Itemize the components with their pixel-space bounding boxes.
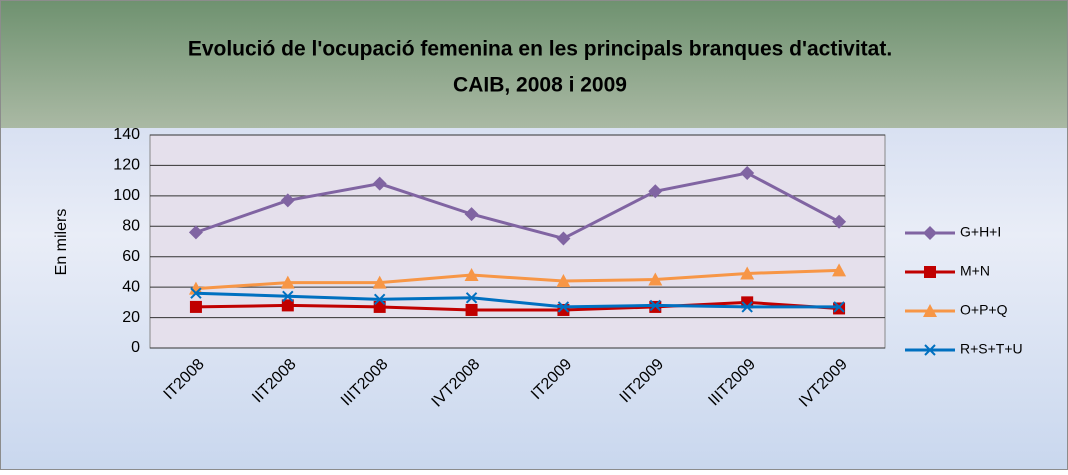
legend-label: O+P+Q [960, 302, 1008, 318]
data-point [188, 225, 203, 240]
legend-marker [924, 344, 936, 356]
chart-title: Evolució de l'ocupació femenina en les p… [188, 38, 892, 61]
data-point [465, 303, 478, 316]
data-point [189, 300, 202, 313]
y-tick-label: 80 [122, 218, 140, 235]
data-point [280, 275, 295, 289]
title-band [1, 1, 1067, 128]
data-point [648, 272, 663, 286]
legend-label: R+S+T+U [960, 341, 1023, 357]
series-line [195, 171, 840, 241]
data-point [464, 207, 479, 222]
y-tick-label: 100 [113, 187, 140, 204]
data-point [373, 293, 386, 306]
series-line [195, 268, 840, 291]
data-point [465, 292, 478, 304]
y-tick-label: 60 [122, 248, 140, 265]
data-point [372, 275, 387, 289]
y-tick-label: 0 [131, 339, 140, 356]
series-line [195, 291, 840, 309]
data-point [833, 301, 845, 313]
legend-label: G+H+I [960, 224, 1001, 240]
legend-marker [923, 304, 937, 317]
data-point [740, 266, 755, 280]
data-point [282, 290, 294, 302]
legend-marker [924, 266, 936, 278]
data-point [556, 274, 571, 288]
data-point [373, 300, 386, 313]
data-point [557, 301, 570, 313]
chart-title: CAIB, 2008 i 2009 [453, 74, 627, 97]
y-tick-label: 140 [113, 126, 140, 143]
y-axis-label: En milers [53, 209, 70, 276]
data-point [832, 214, 847, 229]
data-point [280, 193, 295, 208]
data-point [648, 184, 663, 199]
data-point [740, 166, 755, 181]
data-point [188, 281, 203, 295]
y-tick-label: 40 [122, 278, 140, 295]
plot-area [149, 134, 886, 349]
data-point [281, 299, 294, 312]
data-point [556, 231, 571, 246]
data-point [741, 296, 754, 309]
legend-marker [923, 226, 937, 240]
y-tick-label: 120 [113, 157, 140, 174]
y-tick-label: 20 [122, 309, 140, 326]
data-point [833, 302, 846, 315]
data-point [190, 287, 202, 299]
data-point [372, 176, 387, 191]
data-point [464, 267, 479, 281]
data-point [741, 301, 753, 313]
legend-label: M+N [960, 263, 990, 279]
series-line [195, 300, 840, 312]
data-point [649, 299, 662, 312]
data-point [649, 300, 662, 313]
data-point [832, 263, 847, 277]
